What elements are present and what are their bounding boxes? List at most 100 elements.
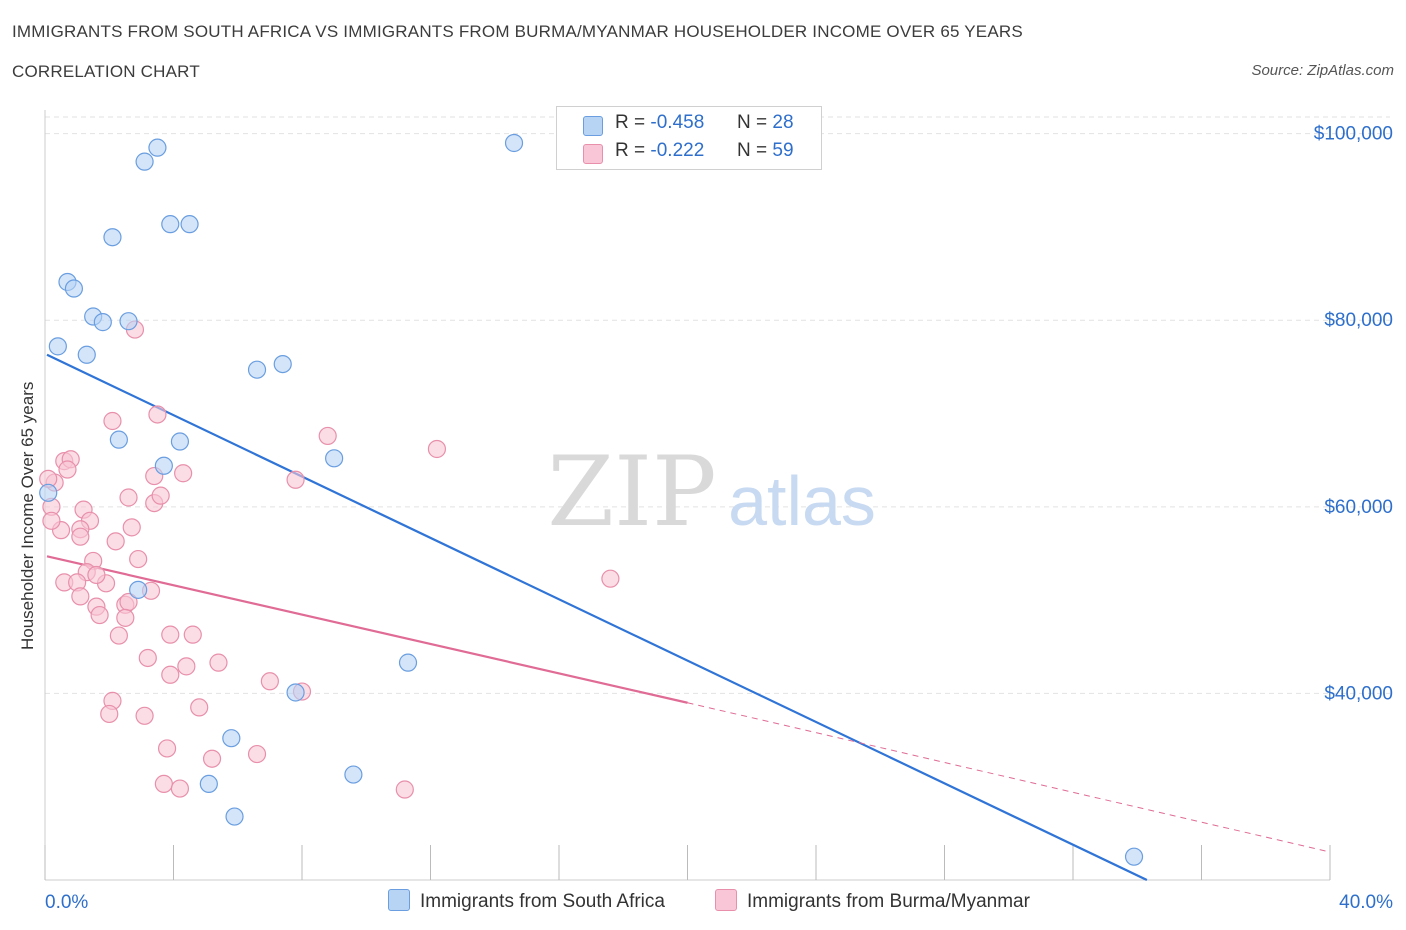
point-burma — [103, 411, 122, 431]
source-credit: Source: ZipAtlas.com — [1251, 62, 1394, 79]
bottom-legend-burma[interactable]: Immigrants from Burma/Myanmar — [715, 889, 1030, 913]
point-burma — [122, 518, 141, 537]
point-burma — [161, 625, 180, 644]
point-south-africa — [64, 279, 84, 298]
point-burma — [174, 464, 193, 483]
point-burma — [129, 549, 148, 569]
point-south-africa — [1124, 847, 1144, 866]
point-south-africa — [273, 354, 292, 374]
point-south-africa — [48, 337, 67, 356]
legend-n-value: 59 — [772, 140, 794, 161]
point-south-africa — [247, 360, 267, 379]
point-burma — [190, 698, 209, 717]
point-south-africa — [154, 456, 173, 475]
point-burma — [260, 672, 279, 691]
point-burma — [177, 657, 196, 676]
point-south-africa — [180, 215, 199, 234]
x-tick-label: 0.0% — [45, 892, 88, 913]
point-south-africa — [129, 580, 148, 599]
legend-n-label: N = — [737, 140, 768, 161]
point-south-africa — [119, 312, 138, 331]
point-south-africa — [199, 774, 218, 794]
data-points — [39, 133, 1144, 866]
legend-swatch-burma — [583, 144, 603, 164]
gridlines — [45, 116, 1390, 694]
bottom-legend-south-africa[interactable]: Immigrants from South Africa — [388, 889, 665, 913]
stats-legend: R = -0.458 N = 28 R = -0.222 N = 59 — [556, 106, 822, 170]
trend-line-south-africa — [46, 353, 1148, 881]
watermark: ZIP atlas — [547, 436, 876, 548]
legend-r-value: -0.458 — [650, 112, 705, 133]
point-south-africa — [170, 432, 190, 451]
tick-labels: $40,000 $60,000 $80,000 $100,000 0.0% 40.0% — [45, 124, 1393, 913]
point-south-africa — [109, 430, 128, 449]
point-burma — [170, 779, 190, 798]
y-axis-label: Householder Income Over 65 years — [18, 381, 37, 650]
chart-subtitle: CORRELATION CHART — [12, 62, 200, 81]
point-south-africa — [325, 449, 344, 468]
point-burma — [202, 749, 222, 768]
point-south-africa — [344, 765, 363, 784]
y-tick-label: $40,000 — [1324, 683, 1393, 704]
point-south-africa — [398, 653, 418, 672]
point-burma — [100, 704, 119, 724]
legend-n-label: N = — [737, 112, 768, 133]
point-south-africa — [135, 152, 154, 171]
point-burma — [148, 405, 167, 424]
point-burma — [318, 426, 337, 446]
chart-title: IMMIGRANTS FROM SOUTH AFRICA VS IMMIGRAN… — [12, 22, 1023, 41]
bottom-legend-swatch-south-africa — [388, 889, 410, 911]
point-burma — [109, 626, 128, 645]
point-south-africa — [93, 313, 112, 332]
bottom-legend-swatch-burma — [715, 889, 737, 911]
point-burma — [154, 774, 173, 794]
point-burma — [138, 648, 157, 668]
point-south-africa — [286, 683, 305, 702]
point-burma — [183, 625, 202, 644]
bottom-legend-label-burma: Immigrants from Burma/Myanmar — [747, 891, 1030, 912]
legend-n-south-africa: N = 28 — [737, 112, 794, 134]
point-south-africa — [225, 807, 244, 826]
point-burma — [106, 532, 125, 551]
y-tick-label: $100,000 — [1314, 124, 1393, 145]
point-burma — [286, 470, 305, 489]
trend-lines — [46, 353, 1331, 881]
legend-r-burma: R = -0.222 — [615, 140, 704, 162]
point-burma — [90, 605, 109, 625]
point-burma — [42, 511, 61, 530]
point-burma — [116, 608, 135, 627]
point-burma — [427, 439, 447, 459]
point-south-africa — [103, 228, 122, 247]
point-burma — [71, 587, 90, 606]
y-tick-label: $60,000 — [1324, 497, 1393, 518]
point-south-africa — [504, 133, 524, 153]
watermark-atlas: atlas — [728, 462, 876, 540]
point-burma — [395, 780, 414, 799]
point-south-africa — [39, 483, 58, 502]
point-burma — [71, 527, 90, 546]
point-south-africa — [161, 215, 180, 234]
x-tick-label: 40.0% — [1339, 892, 1393, 913]
point-burma — [161, 665, 180, 684]
legend-r-label: R = — [615, 140, 646, 161]
point-burma — [58, 460, 77, 479]
watermark-zip: ZIP — [547, 436, 716, 548]
point-south-africa — [222, 729, 241, 748]
point-burma — [157, 739, 177, 758]
y-tick-label: $80,000 — [1324, 310, 1393, 331]
point-burma — [247, 744, 267, 764]
legend-r-south-africa: R = -0.458 — [615, 112, 704, 134]
trend-line-burma — [46, 555, 688, 704]
point-burma — [135, 706, 154, 725]
legend-swatch-south-africa — [583, 116, 603, 136]
point-burma — [209, 653, 228, 672]
trend-line-burma-extension — [687, 702, 1331, 853]
legend-n-burma: N = 59 — [737, 140, 794, 162]
point-burma — [119, 488, 138, 507]
point-south-africa — [148, 138, 167, 157]
legend-r-value: -0.222 — [650, 140, 705, 161]
legend-r-label: R = — [615, 112, 646, 133]
legend-n-value: 28 — [772, 112, 794, 133]
point-burma — [601, 569, 620, 588]
